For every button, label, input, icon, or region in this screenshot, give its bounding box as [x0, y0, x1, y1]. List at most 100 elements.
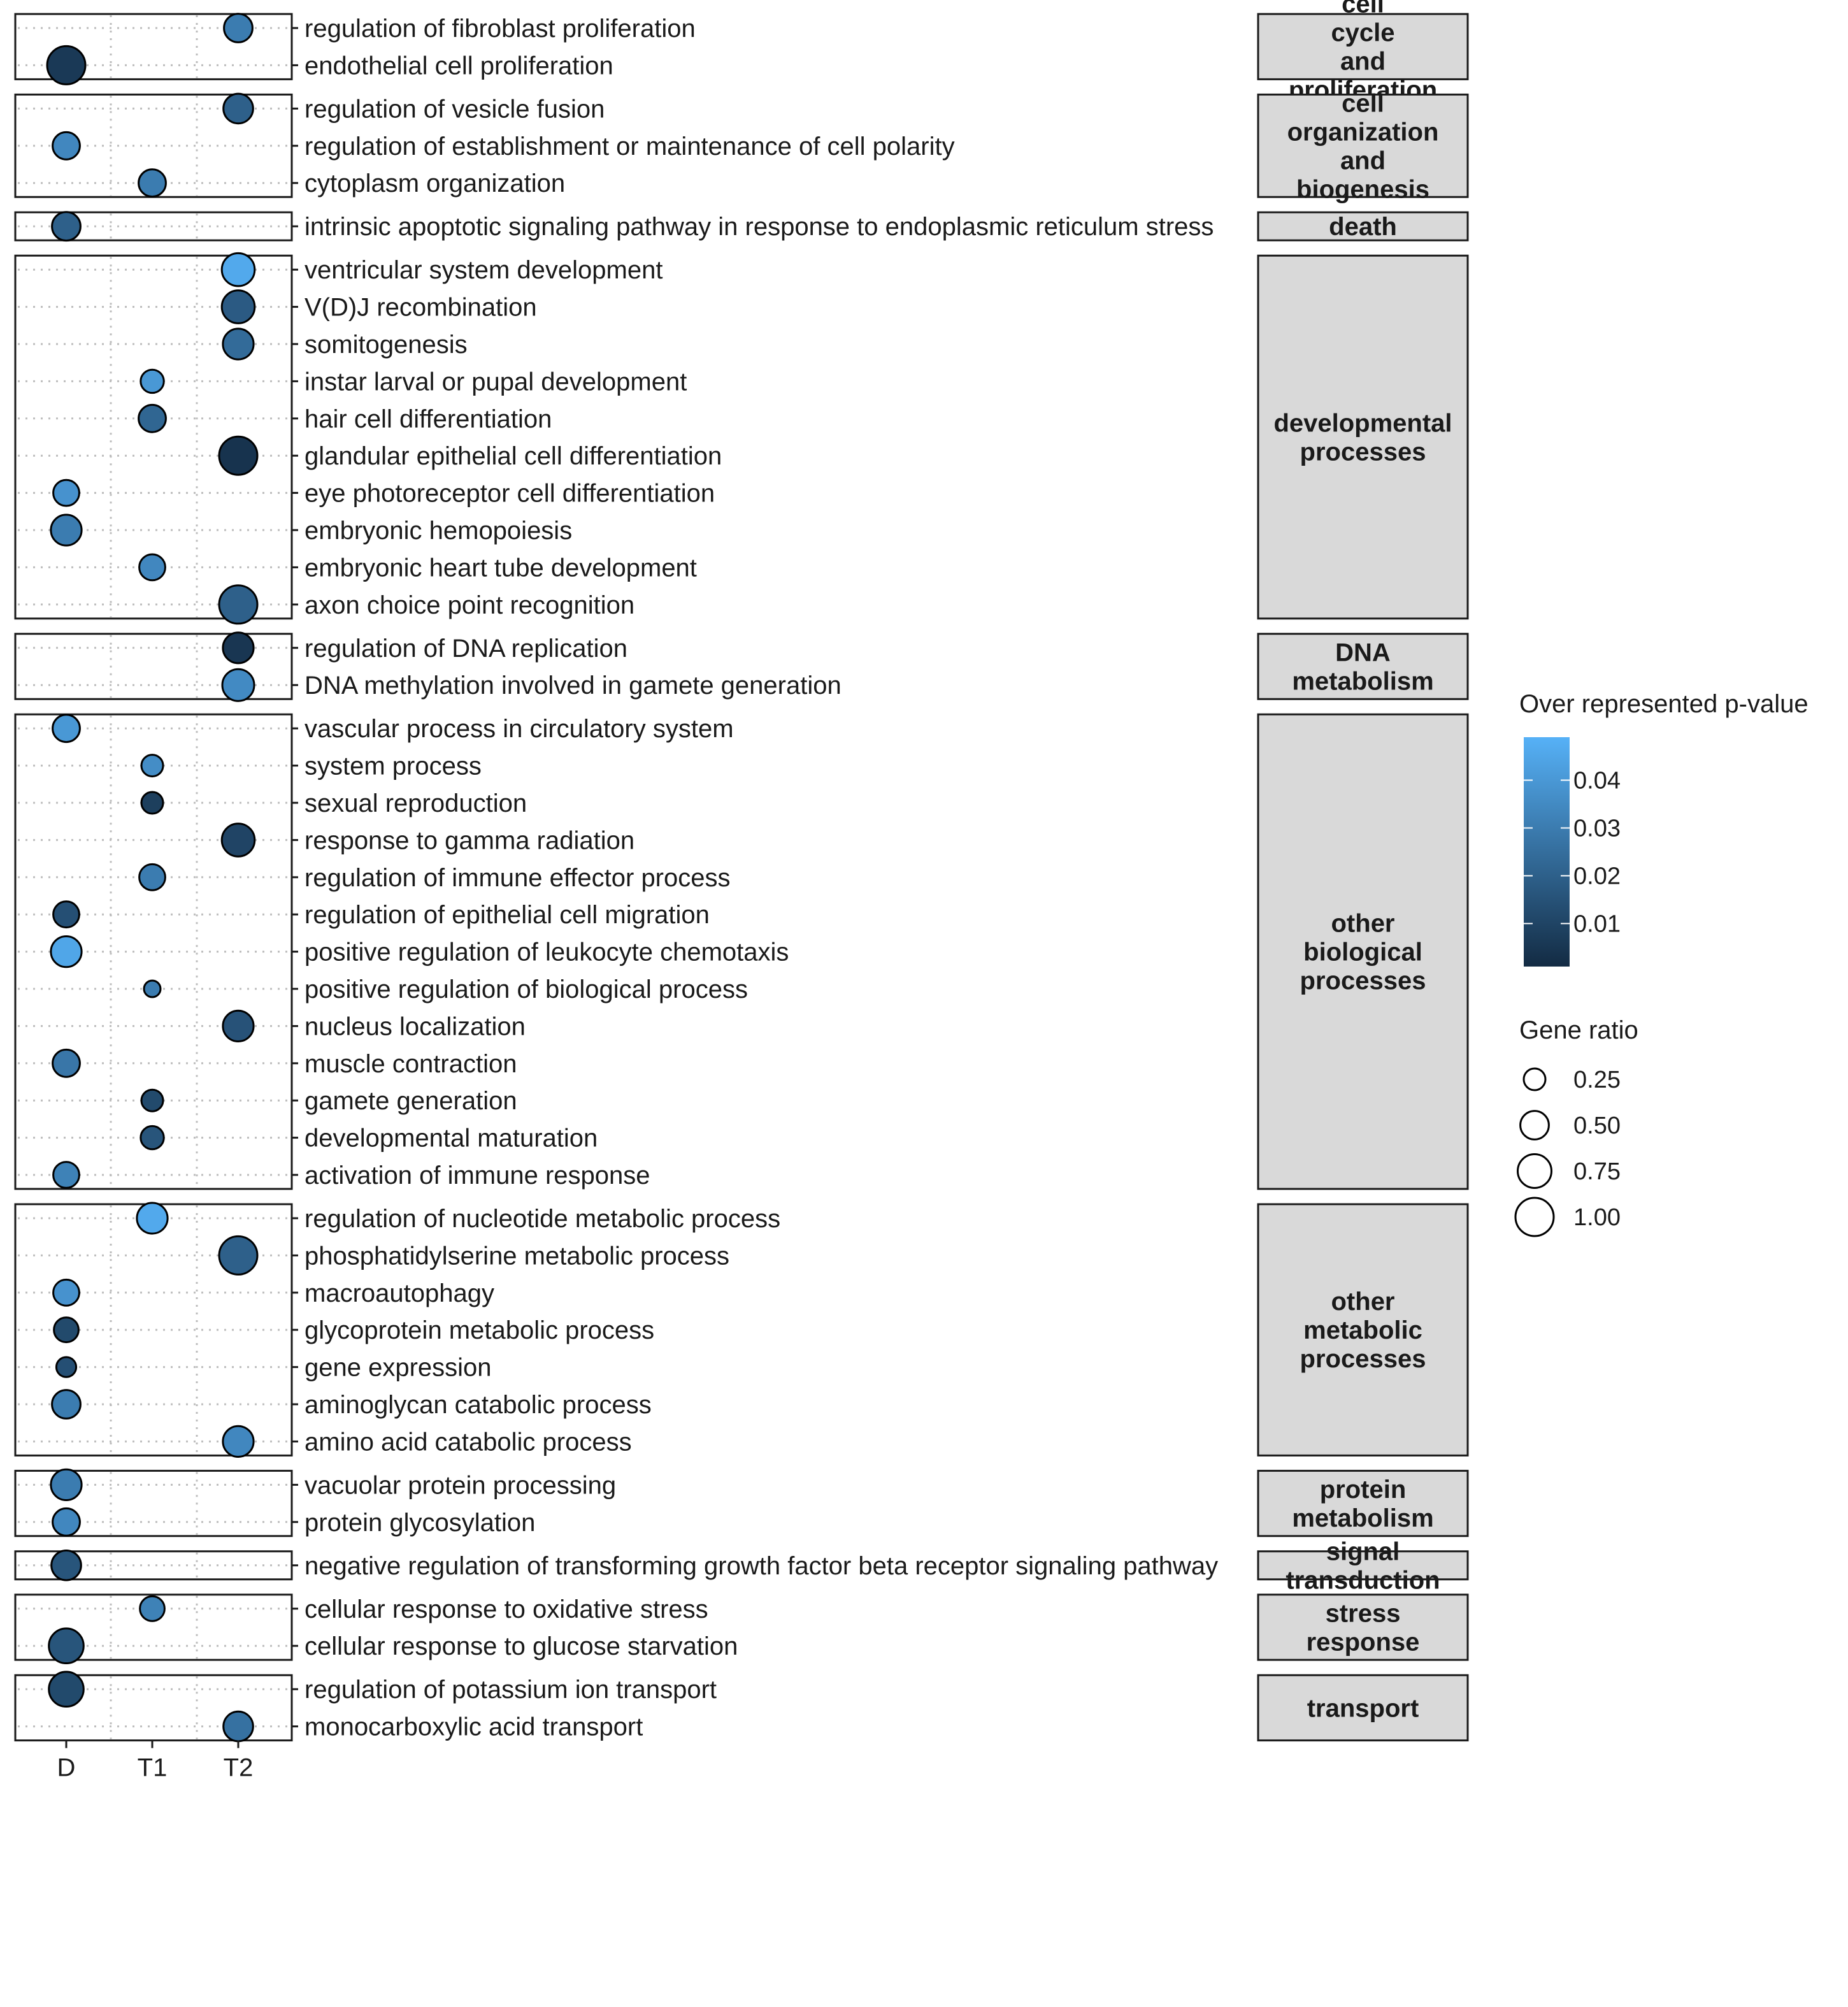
- data-point: [51, 211, 82, 242]
- term-label: nucleus localization: [304, 1012, 526, 1040]
- data-point: [139, 1595, 166, 1622]
- data-point: [52, 1278, 80, 1307]
- facet-strip-label: other: [1331, 1288, 1395, 1316]
- data-point: [138, 553, 166, 582]
- size-legend-label: 0.50: [1573, 1112, 1621, 1139]
- data-point: [138, 403, 167, 433]
- term-label: regulation of vesicle fusion: [304, 95, 605, 123]
- data-point: [140, 754, 164, 778]
- term-label: instar larval or pupal development: [304, 368, 687, 396]
- facet-strip-label: metabolism: [1292, 668, 1433, 696]
- colorbar-tick-label: 0.03: [1573, 816, 1621, 842]
- term-label: regulation of immune effector process: [304, 864, 731, 892]
- data-point: [52, 131, 81, 161]
- term-label: regulation of fibroblast proliferation: [304, 15, 696, 43]
- color-legend-title: Over represented p-value: [1519, 690, 1809, 718]
- size-legend-key: [1517, 1153, 1552, 1189]
- size-legend-label: 0.75: [1573, 1158, 1621, 1185]
- facet-strip: [1257, 211, 1469, 241]
- term-label: cytoplasm organization: [304, 169, 565, 198]
- data-point: [218, 1235, 259, 1276]
- colorbar: [1524, 737, 1570, 967]
- term-label: positive regulation of leukocyte chemota…: [304, 939, 789, 967]
- facet-strip: [1257, 633, 1469, 700]
- facet-strip: [1257, 1550, 1469, 1581]
- data-point: [50, 514, 83, 547]
- size-legend-label: 1.00: [1573, 1204, 1621, 1231]
- term-label: eye photoreceptor cell differentiation: [304, 480, 715, 508]
- facet-strip: [1257, 1593, 1469, 1661]
- data-point: [52, 900, 80, 929]
- term-label: positive regulation of biological proces…: [304, 975, 748, 1004]
- data-point: [140, 791, 164, 815]
- facet-strip-label: processes: [1300, 1345, 1426, 1373]
- data-point: [138, 863, 166, 891]
- x-tick-label: T2: [224, 1754, 254, 1782]
- facet-strip-label: and: [1340, 48, 1386, 76]
- term-label: endothelial cell proliferation: [304, 52, 613, 80]
- x-axis: D T1 T2: [57, 1740, 254, 1782]
- term-label: amino acid catabolic process: [304, 1428, 632, 1456]
- term-label: gene expression: [304, 1354, 492, 1382]
- term-label: sexual reproduction: [304, 789, 527, 817]
- size-legend-key: [1514, 1197, 1555, 1237]
- term-label: somitogenesis: [304, 331, 468, 359]
- term-label: muscle contraction: [304, 1050, 517, 1078]
- colorbar-tick-label: 0.04: [1573, 768, 1621, 795]
- facet-strip-label: protein: [1320, 1476, 1407, 1504]
- colorbar-tick-label: 0.02: [1573, 863, 1621, 890]
- size-legend-key: [1522, 1067, 1547, 1091]
- facet-strip-label: transduction: [1286, 1566, 1440, 1594]
- data-point: [52, 478, 80, 507]
- data-point: [218, 435, 259, 476]
- data-point: [50, 1550, 82, 1581]
- facet-strip-label: processes: [1300, 438, 1426, 466]
- data-point: [140, 1125, 165, 1151]
- term-label: negative regulation of transforming grow…: [304, 1552, 1218, 1580]
- data-point: [222, 92, 254, 125]
- term-label: DNA methylation involved in gamete gener…: [304, 672, 842, 700]
- colorbar-tick-label: 0.01: [1573, 911, 1621, 938]
- term-label: regulation of DNA replication: [304, 635, 627, 663]
- data-point: [52, 1048, 81, 1078]
- size-legend-key: [1519, 1110, 1550, 1140]
- facet-strip-label: other: [1331, 910, 1395, 938]
- facet-panel: regulation of nucleotide metabolic proce…: [14, 1202, 1469, 1458]
- data-point: [220, 252, 256, 287]
- data-point: [143, 979, 162, 998]
- data-point: [140, 1088, 164, 1112]
- facet-strip: [1257, 713, 1469, 1190]
- data-point: [218, 584, 259, 625]
- data-point: [223, 13, 254, 43]
- term-label: intrinsic apoptotic signaling pathway in…: [304, 213, 1214, 241]
- data-point: [222, 1710, 254, 1743]
- facet-panel: regulation of potassium ion transport mon…: [14, 1671, 1469, 1743]
- data-point: [50, 1468, 83, 1501]
- data-point: [53, 1316, 80, 1344]
- color-legend: Over represented p-value 0.04 0.03 0.02 0.0…: [1519, 690, 1809, 967]
- term-label: activation of immune response: [304, 1162, 650, 1190]
- term-label: macroautophagy: [304, 1279, 494, 1307]
- facet-strip-label: metabolic: [1303, 1316, 1422, 1344]
- facet-panel: vacuolar protein processing protein glyco…: [14, 1468, 1469, 1537]
- term-label: hair cell differentiation: [304, 405, 552, 433]
- facet-strip-label: and: [1340, 147, 1386, 175]
- facet-strip-label: response: [1307, 1629, 1420, 1657]
- term-label: embryonic heart tube development: [304, 554, 697, 582]
- term-label: embryonic hemopoiesis: [304, 517, 572, 545]
- term-label: monocarboxylic acid transport: [304, 1713, 643, 1741]
- data-point: [222, 327, 255, 361]
- term-label: developmental maturation: [304, 1125, 598, 1153]
- data-point: [140, 368, 165, 394]
- facet-strip-label: stress: [1326, 1600, 1401, 1628]
- facet-strip: [1257, 1203, 1469, 1457]
- data-point: [138, 168, 167, 198]
- term-label: regulation of nucleotide metabolic proce…: [304, 1205, 780, 1233]
- data-point: [51, 1389, 82, 1420]
- facet-panel: regulation of vesicle fusion regulation o…: [14, 89, 1469, 203]
- facet-strip-label: cell: [1342, 89, 1384, 117]
- facet-strip: [1257, 1469, 1469, 1537]
- data-point: [52, 714, 81, 744]
- facet-strip: [1257, 254, 1469, 620]
- data-point: [222, 1009, 255, 1043]
